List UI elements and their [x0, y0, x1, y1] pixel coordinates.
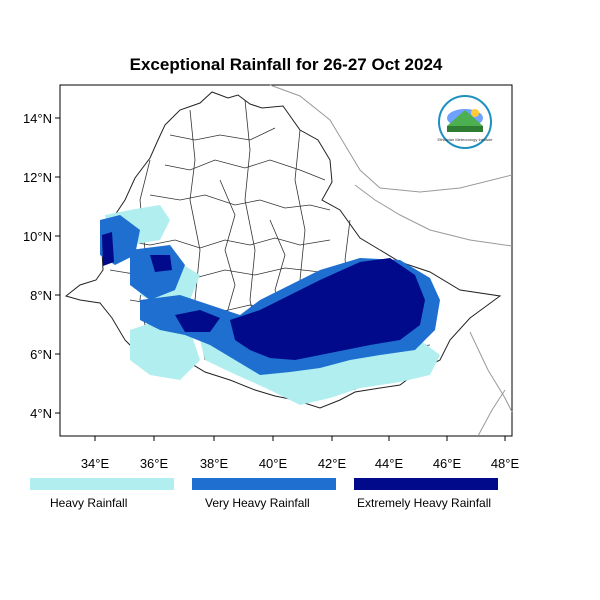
legend-swatch-extremely-heavy: [354, 478, 498, 490]
neighbor-boundaries: [269, 84, 513, 437]
x-tick-labels: 34°E 36°E 38°E 40°E 42°E 44°E 46°E 48°E: [81, 456, 520, 471]
svg-text:Ethiopian Meteorology Institut: Ethiopian Meteorology Institute: [438, 137, 494, 142]
legend-swatch-heavy: [30, 478, 174, 490]
y-tick-label: 12°N: [23, 170, 52, 185]
legend-label-very-heavy: Very Heavy Rainfall: [205, 496, 310, 510]
x-tick-label: 48°E: [491, 456, 520, 471]
map-title: Exceptional Rainfall for 26-27 Oct 2024: [129, 55, 443, 74]
y-tick-label: 8°N: [30, 288, 52, 303]
x-tick-label: 36°E: [140, 456, 169, 471]
legend-swatch-very-heavy: [192, 478, 336, 490]
y-tick-label: 10°N: [23, 229, 52, 244]
x-tick-label: 38°E: [200, 456, 229, 471]
legend-label-extremely-heavy: Extremely Heavy Rainfall: [357, 496, 492, 510]
institute-logo: Ethiopian Meteorology Institute: [438, 95, 494, 149]
y-tick-label: 6°N: [30, 347, 52, 362]
x-axis-ticks: [94, 436, 506, 441]
x-tick-label: 34°E: [81, 456, 110, 471]
y-tick-label: 14°N: [23, 111, 52, 126]
x-tick-label: 46°E: [433, 456, 462, 471]
ethiopia-outline: [64, 91, 502, 409]
y-axis-ticks: [55, 117, 60, 414]
extremely-heavy-rainfall-areas: [102, 232, 425, 360]
y-tick-labels: 14°N 12°N 10°N 8°N 6°N 4°N: [23, 111, 52, 421]
legend-label-heavy: Heavy Rainfall: [50, 496, 128, 510]
y-tick-label: 4°N: [30, 406, 52, 421]
x-tick-label: 42°E: [318, 456, 347, 471]
x-tick-label: 40°E: [259, 456, 288, 471]
x-tick-label: 44°E: [375, 456, 404, 471]
